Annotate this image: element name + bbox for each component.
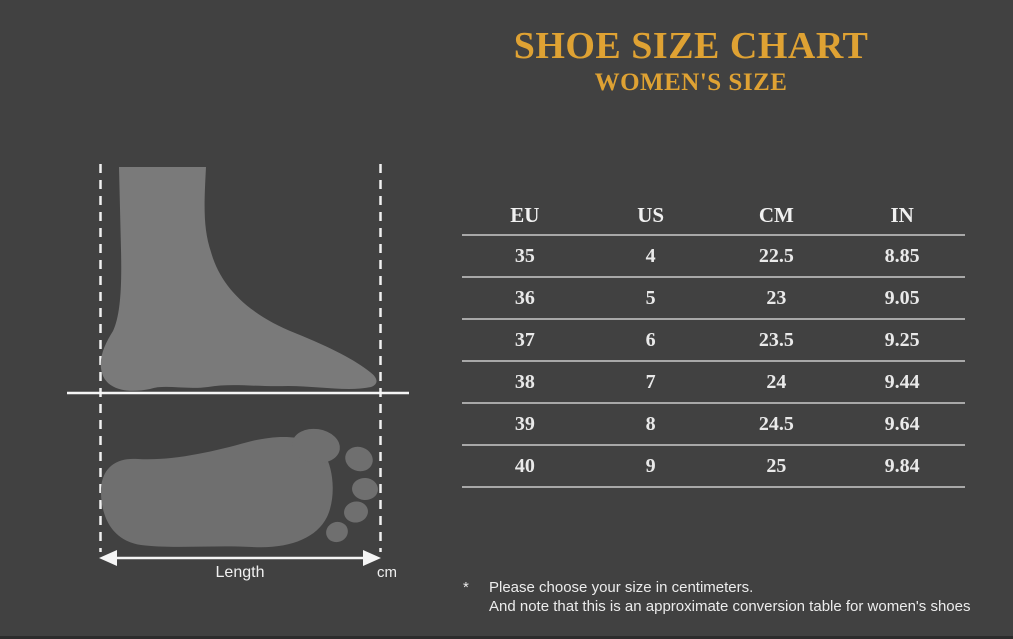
table-row: 35 4 22.5 8.85 — [462, 236, 965, 278]
table-cell: 9.84 — [884, 454, 920, 477]
table-row: 39 8 24.5 9.64 — [462, 404, 965, 446]
length-label: Length — [215, 564, 265, 581]
table-row: 37 6 23.5 9.25 — [462, 320, 965, 362]
measure-arrow-icon — [99, 550, 381, 566]
table-cell: 36 — [514, 286, 535, 309]
table-cell: 9.25 — [884, 328, 920, 351]
table-header-cell: EU — [510, 202, 540, 227]
foot-side-icon — [100, 167, 377, 391]
table-row: 36 5 23 9.05 — [462, 278, 965, 320]
cm-unit-label: cm — [377, 564, 397, 581]
header: SHOE SIZE CHART WOMEN'S SIZE — [380, 26, 1002, 96]
table-cell: 5 — [645, 286, 656, 309]
table-cell: 8.85 — [884, 244, 920, 267]
table-cell: 24.5 — [758, 412, 794, 435]
page-subtitle: WOMEN'S SIZE — [594, 69, 788, 96]
table-cell: 6 — [645, 328, 656, 351]
footnote: * Please choose your size in centimeters… — [463, 578, 1003, 616]
table-cell: 23.5 — [758, 328, 794, 351]
table-cell: 35 — [514, 244, 535, 267]
table-cell: 40 — [514, 454, 535, 477]
table-cell: 9.44 — [884, 370, 920, 393]
table-cell: 8 — [645, 412, 656, 435]
table-cell: 25 — [766, 454, 787, 477]
table-header-cell: CM — [758, 202, 794, 227]
footnote-line-1: Please choose your size in centimeters. — [489, 579, 754, 596]
table-cell: 24 — [766, 370, 787, 393]
table-row: 40 9 25 9.84 — [462, 446, 965, 488]
table-cell: 4 — [645, 244, 656, 267]
footnote-marker: * — [463, 579, 469, 596]
table-cell: 9.05 — [884, 286, 920, 309]
page-title: SHOE SIZE CHART — [513, 25, 869, 67]
footprint-icon — [100, 428, 378, 548]
table-row: 38 7 24 9.44 — [462, 362, 965, 404]
bottom-edge-strip — [0, 636, 1013, 639]
table-cell: 38 — [514, 370, 535, 393]
table-header-cell: US — [637, 202, 665, 227]
table-header-row: EU US CM IN — [462, 196, 965, 236]
table-cell: 22.5 — [758, 244, 794, 267]
size-table: EU US CM IN 35 4 22.5 8.85 36 5 23 9.05 37 6 23.5 9.25 3… — [462, 196, 965, 488]
footnote-text: Please choose your size in centimeters. … — [489, 578, 970, 616]
table-cell: 23 — [766, 286, 787, 309]
table-cell: 9.64 — [884, 412, 920, 435]
table-cell: 37 — [514, 328, 535, 351]
table-cell: 39 — [514, 412, 535, 435]
table-cell: 9 — [645, 454, 656, 477]
footnote-line-2: And note that this is an approximate con… — [489, 598, 971, 615]
table-header-cell: IN — [890, 202, 914, 227]
table-cell: 7 — [645, 370, 656, 393]
